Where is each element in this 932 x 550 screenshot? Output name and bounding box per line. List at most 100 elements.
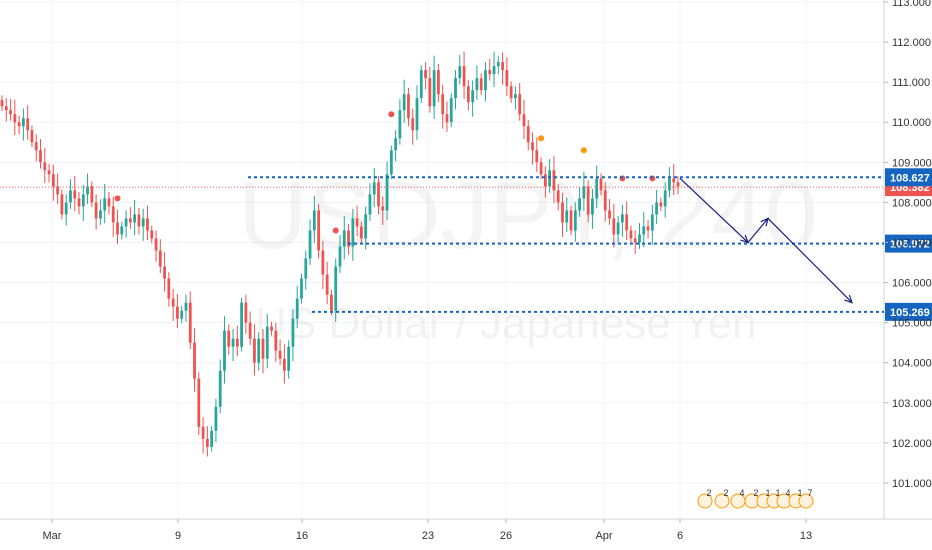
candle-body: [325, 274, 329, 295]
candle-body: [428, 78, 432, 107]
candle-body: [650, 214, 654, 231]
candle-body: [552, 170, 556, 191]
candle-body: [586, 186, 590, 215]
candle-body: [47, 170, 51, 175]
candle-body: [218, 370, 222, 407]
candle-body: [522, 114, 526, 127]
candle-body: [282, 358, 286, 371]
candle-body: [43, 162, 47, 171]
dividend-dot: [114, 195, 121, 202]
time-tick-label: Mar: [43, 530, 62, 542]
candle-body: [274, 330, 278, 351]
projection-arrow-head: [844, 294, 853, 304]
watermark-symbol: USDJPY, 240: [238, 162, 818, 269]
candle-body: [193, 342, 196, 379]
candle-body: [377, 182, 380, 207]
candle-body: [484, 70, 487, 91]
candle-body: [300, 278, 303, 299]
candle-body: [30, 130, 34, 143]
candle-body: [535, 150, 539, 163]
candle-body: [578, 198, 581, 211]
candle-body: [458, 66, 462, 79]
candle-body: [231, 338, 235, 347]
candle-body: [94, 202, 98, 219]
dividend-dot: [649, 175, 656, 182]
candle-body: [210, 430, 214, 447]
time-axis[interactable]: Mar 9 16 23 26 Apr 6 13: [43, 519, 813, 542]
candle-body: [77, 198, 81, 207]
candle-body: [595, 178, 599, 199]
level-price-label: 106.972: [890, 239, 930, 251]
candle-body: [295, 298, 299, 319]
candle-body: [253, 338, 256, 363]
candle-body: [432, 70, 436, 107]
candle-body: [582, 186, 586, 199]
candle-body: [4, 106, 8, 111]
candle-body: [561, 202, 564, 223]
time-tick-label: 23: [422, 530, 434, 542]
candle-body: [646, 226, 650, 231]
candle-body: [381, 206, 385, 211]
candle-body: [265, 326, 269, 359]
price-tick-label: 112.000: [892, 37, 931, 49]
candle-body: [445, 114, 449, 123]
candle-body: [492, 66, 496, 75]
event-count: 2: [753, 488, 758, 498]
price-axis[interactable]: 101.000 102.000 103.000 104.000 105.000 106.0…: [884, 0, 932, 490]
candle-body: [548, 170, 552, 187]
time-tick-label: 6: [677, 530, 683, 542]
candle-body: [141, 218, 145, 227]
candle-body: [501, 62, 504, 71]
candle-body: [385, 174, 389, 211]
candle-body: [180, 310, 184, 319]
dividend-dot: [332, 227, 339, 234]
candle-body: [509, 86, 513, 99]
candle-body: [248, 322, 252, 339]
candle-body: [368, 194, 372, 215]
candle-body: [655, 202, 658, 215]
candle-body: [201, 426, 205, 439]
candle-body: [633, 238, 637, 243]
event-count: 2: [723, 488, 728, 498]
event-count: 4: [785, 488, 790, 498]
candle-body: [205, 438, 209, 447]
price-tick-label: 101.000: [892, 478, 932, 490]
candle-body: [612, 218, 616, 235]
time-tick-label: 9: [175, 530, 181, 542]
candle-body: [599, 178, 603, 191]
price-tick-label: 103.000: [892, 398, 932, 410]
candle-body: [608, 210, 611, 219]
candle-body: [86, 186, 89, 195]
candle-body: [99, 210, 102, 219]
candle-body: [471, 90, 475, 103]
event-count: 1: [797, 488, 802, 498]
time-tick-label: 26: [500, 530, 512, 542]
candle-body: [454, 78, 457, 99]
candle-body: [39, 150, 42, 163]
candle-body: [518, 94, 522, 115]
candle-body: [398, 110, 402, 139]
candle-body: [150, 230, 154, 239]
candle-body: [407, 94, 410, 119]
candle-body: [360, 226, 363, 239]
candle-body: [672, 178, 676, 183]
candle-body: [424, 70, 427, 79]
candle-body: [257, 338, 261, 363]
candle-body: [64, 202, 68, 215]
price-tick-label: 104.000: [892, 358, 932, 370]
projection-line[interactable]: [679, 177, 853, 304]
level-price-tag: [885, 302, 932, 321]
candle-body: [9, 110, 12, 115]
candle-body: [415, 98, 419, 131]
projection-path[interactable]: [679, 177, 853, 304]
event-marker: [798, 493, 814, 509]
chart-grid: [0, 0, 932, 520]
candle-body: [223, 330, 226, 371]
candle-body: [56, 186, 60, 195]
candle-body: [514, 94, 517, 99]
candle-body: [26, 118, 30, 131]
candle-body: [496, 62, 500, 67]
